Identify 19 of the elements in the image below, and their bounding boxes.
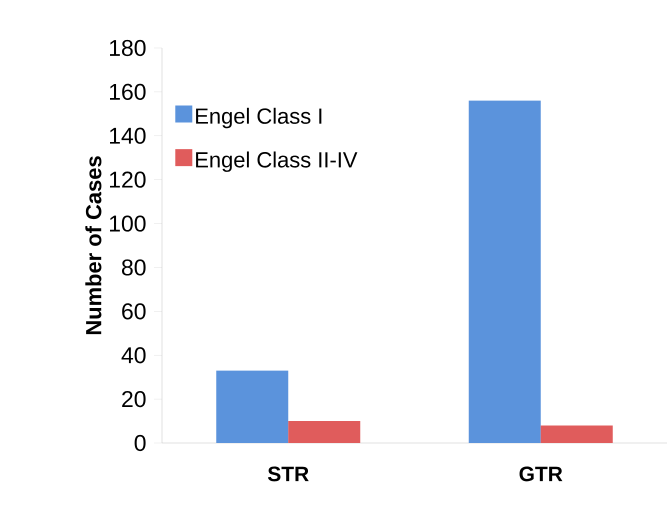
y-tick-label: 140 bbox=[110, 128, 146, 144]
y-axis-title: Number of Cases bbox=[85, 156, 102, 334]
y-tick-label: 100 bbox=[110, 215, 146, 232]
y-tick-label: 160 bbox=[110, 84, 146, 100]
y-tick-label: 180 bbox=[110, 40, 146, 56]
y-tick-label: 20 bbox=[122, 391, 146, 408]
legend-label: Engel Class II-IV bbox=[196, 151, 358, 172]
x-tick-label: GTR bbox=[520, 466, 562, 482]
legend-label: Engel Class I bbox=[196, 108, 322, 128]
y-tick-label: 120 bbox=[110, 172, 146, 188]
y-tick-label: 60 bbox=[122, 303, 146, 320]
bar bbox=[216, 370, 288, 443]
x-tick-label: STR bbox=[268, 466, 309, 482]
y-tick-label: 40 bbox=[122, 347, 146, 364]
bar bbox=[468, 100, 541, 443]
y-tick-label: 80 bbox=[122, 259, 146, 276]
bar bbox=[540, 425, 613, 443]
bar bbox=[288, 421, 360, 443]
y-tick-label: 0 bbox=[134, 434, 146, 452]
